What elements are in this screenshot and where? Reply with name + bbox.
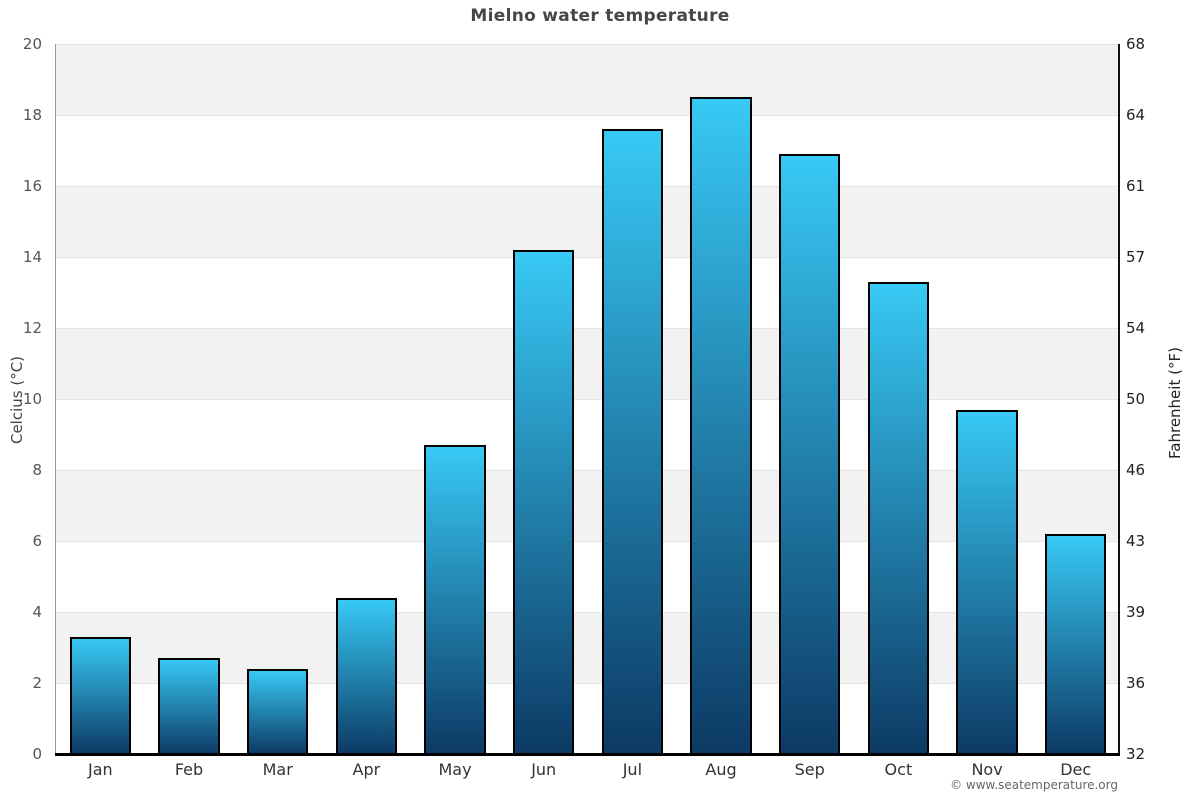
fahrenheit-tick-50: 50 bbox=[1126, 390, 1146, 408]
bar-mar bbox=[247, 668, 309, 754]
celsius-tick-18: 18 bbox=[22, 106, 42, 124]
watermark: © www.seatemperature.org bbox=[950, 778, 1118, 792]
month-label-dec: Dec bbox=[1060, 760, 1092, 779]
bar-nov bbox=[956, 409, 1018, 754]
month-label-apr: Apr bbox=[352, 760, 381, 779]
bar-may bbox=[424, 445, 486, 754]
celsius-tick-0: 0 bbox=[32, 745, 42, 763]
celsius-tick-4: 4 bbox=[32, 603, 42, 621]
left-axis-line bbox=[55, 44, 56, 754]
bar-slot-aug bbox=[677, 44, 766, 754]
bar-sep bbox=[779, 154, 841, 754]
right-axis-line bbox=[1118, 44, 1120, 754]
bar-slot-jul bbox=[588, 44, 677, 754]
bar-slot-jun bbox=[499, 44, 588, 754]
month-label-aug: Aug bbox=[705, 760, 737, 779]
month-label-nov: Nov bbox=[971, 760, 1003, 779]
celsius-tick-20: 20 bbox=[22, 35, 42, 53]
celsius-tick-10: 10 bbox=[22, 390, 42, 408]
fahrenheit-tick-32: 32 bbox=[1126, 745, 1146, 763]
fahrenheit-tick-57: 57 bbox=[1126, 248, 1146, 266]
fahrenheit-tick-68: 68 bbox=[1126, 35, 1146, 53]
bar-apr bbox=[335, 597, 397, 754]
celsius-tick-8: 8 bbox=[32, 461, 42, 479]
fahrenheit-tick-61: 61 bbox=[1126, 177, 1146, 195]
fahrenheit-tick-39: 39 bbox=[1126, 603, 1146, 621]
bar-slot-sep bbox=[765, 44, 854, 754]
bar-slot-mar bbox=[233, 44, 322, 754]
month-label-jul: Jul bbox=[622, 760, 643, 779]
month-labels: Jan Feb Mar Apr May Jun Jul Aug Sep Oct Nov Dec bbox=[56, 760, 1120, 779]
bar-jun bbox=[513, 249, 575, 754]
plot-area bbox=[56, 44, 1120, 754]
celsius-tick-6: 6 bbox=[32, 532, 42, 550]
celsius-tick-14: 14 bbox=[22, 248, 42, 266]
bar-dec bbox=[1045, 533, 1107, 754]
bar-jul bbox=[601, 129, 663, 754]
month-label-feb: Feb bbox=[174, 760, 204, 779]
bottom-axis-line bbox=[55, 753, 1120, 756]
fahrenheit-tick-labels: 68 64 61 57 54 50 46 43 39 36 32 bbox=[1126, 35, 1186, 763]
month-label-sep: Sep bbox=[794, 760, 825, 779]
fahrenheit-tick-54: 54 bbox=[1126, 319, 1146, 337]
fahrenheit-axis-title: Fahrenheit (°F) bbox=[1166, 347, 1184, 459]
bar-aug bbox=[690, 97, 752, 754]
bar-slot-dec bbox=[1031, 44, 1120, 754]
celsius-tick-16: 16 bbox=[22, 177, 42, 195]
month-label-mar: Mar bbox=[262, 760, 293, 779]
bar-slot-oct bbox=[854, 44, 943, 754]
bar-feb bbox=[158, 658, 220, 754]
month-label-jan: Jan bbox=[88, 760, 113, 779]
bar-jan bbox=[69, 636, 131, 754]
celsius-tick-2: 2 bbox=[32, 674, 42, 692]
celsius-tick-12: 12 bbox=[22, 319, 42, 337]
chart-title: Mielno water temperature bbox=[470, 6, 730, 26]
bars bbox=[56, 44, 1120, 754]
celsius-tick-labels: 20 18 16 14 12 10 8 6 4 2 0 bbox=[0, 35, 48, 763]
bar-slot-jan bbox=[56, 44, 145, 754]
bar-slot-apr bbox=[322, 44, 411, 754]
bar-slot-nov bbox=[943, 44, 1032, 754]
fahrenheit-tick-46: 46 bbox=[1126, 461, 1146, 479]
bar-oct bbox=[867, 281, 929, 754]
celsius-axis-title: Celcius (°C) bbox=[8, 355, 26, 445]
month-label-jun: Jun bbox=[531, 760, 557, 779]
bar-slot-may bbox=[411, 44, 500, 754]
fahrenheit-tick-64: 64 bbox=[1126, 106, 1146, 124]
fahrenheit-tick-36: 36 bbox=[1126, 674, 1146, 692]
fahrenheit-tick-43: 43 bbox=[1126, 532, 1146, 550]
month-label-may: May bbox=[438, 760, 472, 779]
month-label-oct: Oct bbox=[884, 760, 913, 779]
bar-slot-feb bbox=[145, 44, 234, 754]
